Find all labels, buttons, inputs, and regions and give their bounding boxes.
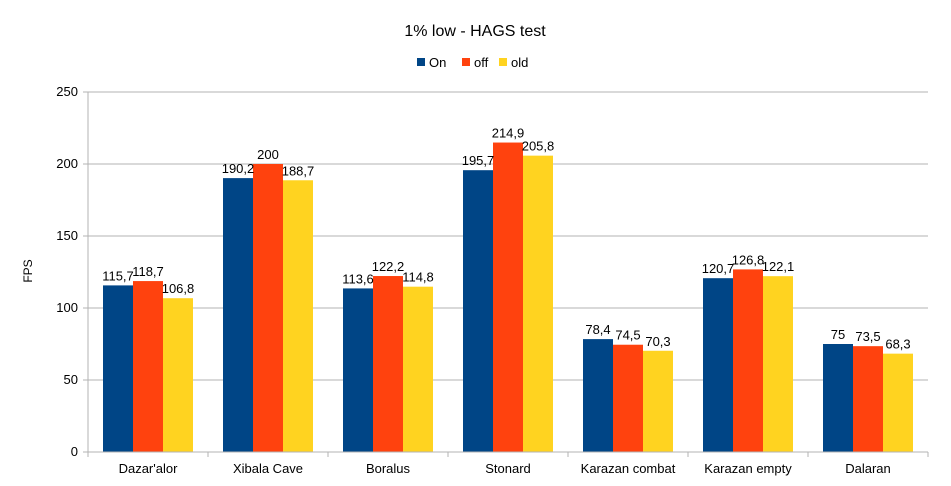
- x-tick-label: Xibala Cave: [233, 461, 303, 476]
- data-label: 120,7: [702, 261, 735, 276]
- x-axis-ticks: Dazar'alor Xibala Cave Boralus Stonard Karaz…: [87, 452, 929, 476]
- x-tick-label: Boralus: [366, 461, 411, 476]
- data-label: 75: [831, 327, 845, 342]
- data-label: 214,9: [492, 126, 525, 141]
- x-tick-label: Karazan combat: [581, 461, 676, 476]
- bar-off-4: [613, 344, 643, 452]
- bars: [103, 142, 913, 452]
- data-label: 73,5: [855, 329, 880, 344]
- axes: [87, 92, 928, 453]
- bar-off-0: [133, 281, 163, 452]
- bar-old-6: [883, 353, 913, 452]
- chart-title: 1% low - HAGS test: [404, 23, 546, 40]
- x-tick-label: Dazar'alor: [119, 461, 179, 476]
- data-label: 190,2: [222, 161, 255, 176]
- y-tick-label: 100: [56, 300, 78, 315]
- legend-swatch-on: [417, 58, 425, 66]
- x-tick-label: Karazan empty: [704, 461, 792, 476]
- y-tick-label: 0: [71, 444, 78, 459]
- data-label: 114,8: [402, 270, 434, 285]
- data-label: 118,7: [132, 264, 164, 279]
- data-label: 195,7: [462, 153, 495, 168]
- data-label: 188,7: [282, 163, 315, 178]
- legend-label-old: old: [511, 55, 528, 70]
- bar-on-0: [103, 285, 133, 452]
- bar-old-2: [403, 286, 433, 452]
- bar-old-5: [763, 276, 793, 452]
- data-label: 200: [257, 147, 279, 162]
- y-tick-label: 150: [56, 228, 78, 243]
- data-label: 122,2: [372, 259, 405, 274]
- bar-on-5: [703, 278, 733, 452]
- y-tick-label: 200: [56, 156, 78, 171]
- bar-on-6: [823, 344, 853, 452]
- bar-off-2: [373, 276, 403, 452]
- bar-on-4: [583, 339, 613, 452]
- legend-label-on: On: [429, 55, 446, 70]
- bar-off-3: [493, 142, 523, 452]
- y-axis-ticks: 0 50 100 150 200 250: [56, 84, 88, 459]
- y-tick-label: 50: [64, 372, 78, 387]
- bar-old-1: [283, 180, 313, 452]
- y-axis-title: FPS: [21, 259, 35, 282]
- bar-on-3: [463, 170, 493, 452]
- x-tick-label: Dalaran: [845, 461, 891, 476]
- bar-on-2: [343, 288, 373, 452]
- data-label: 113,6: [342, 271, 374, 286]
- bar-off-6: [853, 346, 883, 452]
- legend: On off old: [417, 55, 528, 70]
- legend-swatch-off: [462, 58, 470, 66]
- bar-old-0: [163, 298, 193, 452]
- data-labels: 115,7190,2113,6195,778,4120,775118,72001…: [102, 126, 910, 352]
- bar-old-3: [523, 155, 553, 452]
- data-label: 70,3: [645, 334, 670, 349]
- data-label: 122,1: [762, 259, 795, 274]
- legend-swatch-old: [499, 58, 507, 66]
- legend-label-off: off: [474, 55, 489, 70]
- bar-off-1: [253, 164, 283, 452]
- data-label: 68,3: [885, 337, 910, 352]
- data-label: 115,7: [102, 268, 134, 283]
- bar-old-4: [643, 350, 673, 452]
- data-label: 126,8: [732, 252, 765, 267]
- bar-off-5: [733, 269, 763, 452]
- data-label: 205,8: [522, 139, 555, 154]
- y-tick-label: 250: [56, 84, 78, 99]
- x-tick-label: Stonard: [485, 461, 531, 476]
- data-label: 106,8: [162, 281, 195, 296]
- data-label: 78,4: [585, 322, 610, 337]
- data-label: 74,5: [615, 328, 640, 343]
- bar-on-1: [223, 178, 253, 452]
